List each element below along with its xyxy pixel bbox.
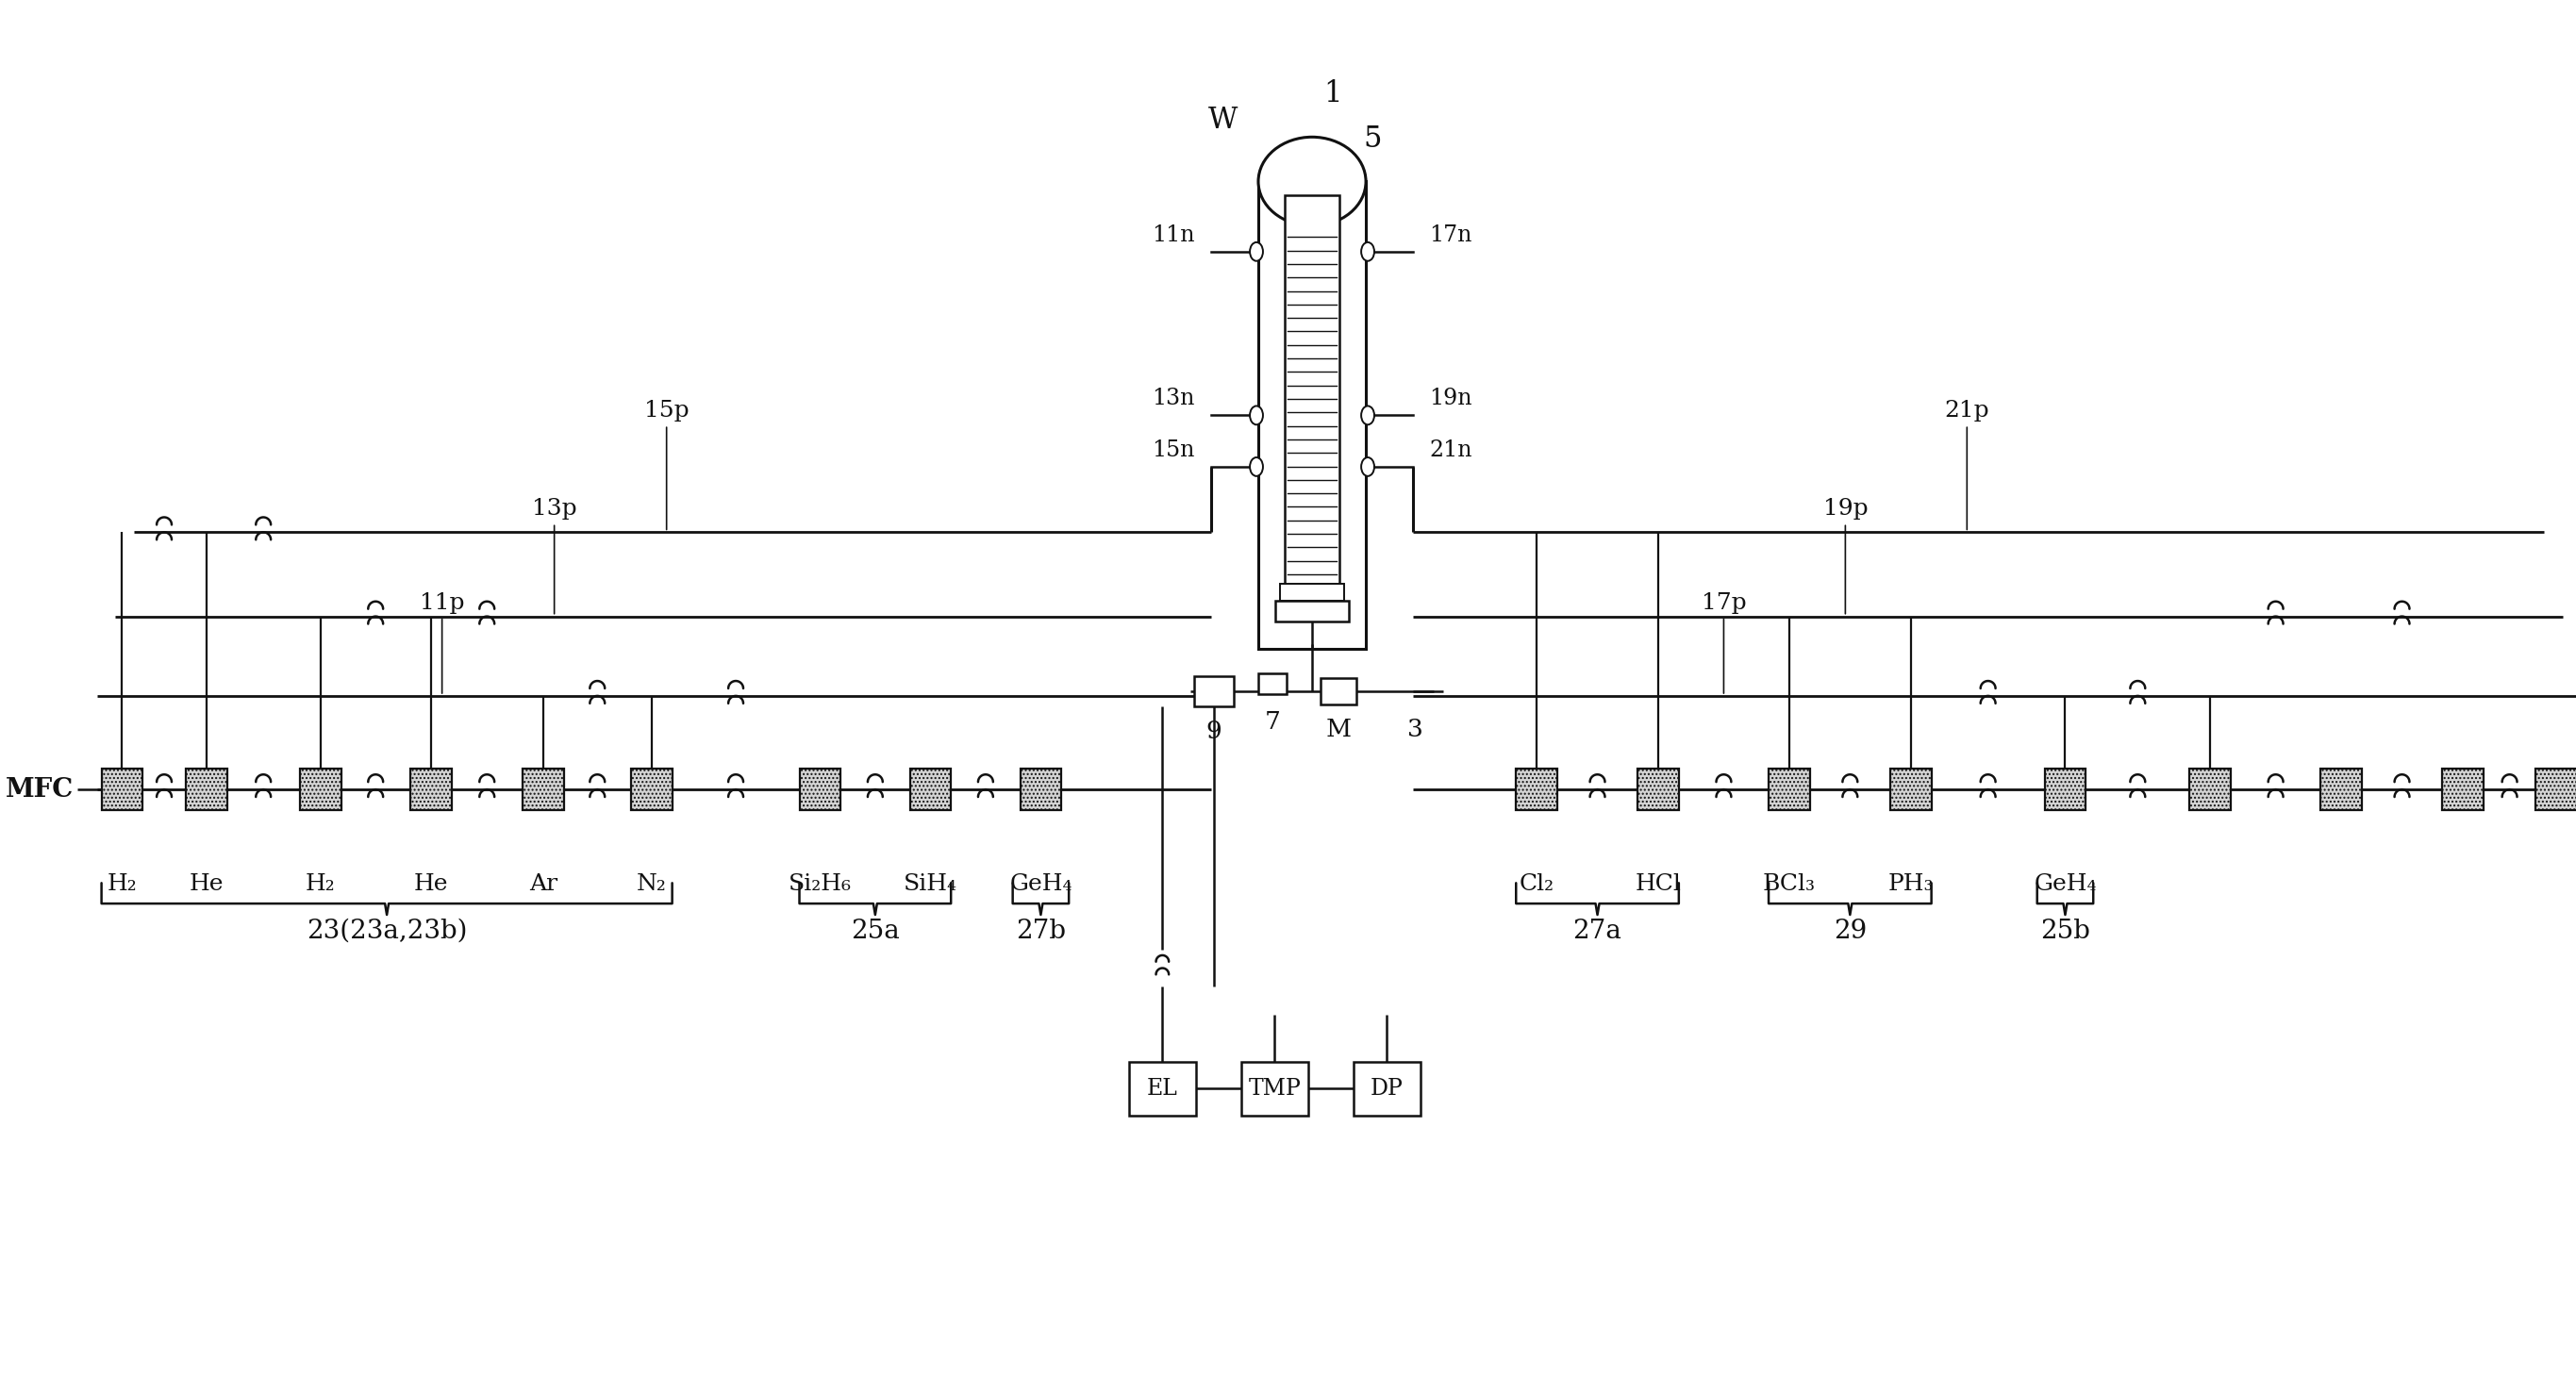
Bar (799, 769, 840, 810)
Text: MFC: MFC (5, 777, 75, 802)
Text: Ar: Ar (528, 873, 556, 895)
Text: BCl₃: BCl₃ (1762, 873, 1816, 895)
Bar (1242, 1062, 1309, 1117)
Text: HCl: HCl (1636, 873, 1682, 895)
Text: 29: 29 (1834, 919, 1868, 945)
Text: 17p: 17p (1700, 591, 1747, 613)
Bar (1195, 676, 1234, 707)
Text: 9: 9 (1206, 719, 1221, 743)
Text: 1: 1 (1324, 80, 1342, 109)
Text: 3: 3 (1406, 718, 1422, 741)
Bar (1517, 769, 1558, 810)
Bar (410, 769, 451, 810)
Bar (2535, 769, 2576, 810)
Bar (100, 769, 142, 810)
Ellipse shape (1257, 138, 1365, 226)
Ellipse shape (1360, 406, 1376, 425)
Text: 5: 5 (1363, 124, 1381, 154)
Bar (1770, 769, 1811, 810)
Bar (1280, 583, 1345, 601)
Bar (2321, 769, 2362, 810)
Text: W: W (1208, 106, 1236, 135)
Ellipse shape (1249, 458, 1262, 476)
Text: EL: EL (1146, 1078, 1177, 1100)
Bar (1260, 674, 1288, 694)
Text: 11n: 11n (1151, 224, 1195, 246)
Ellipse shape (1360, 242, 1376, 261)
Bar (631, 769, 672, 810)
Bar (1638, 769, 1680, 810)
Text: 13p: 13p (531, 498, 577, 520)
Text: 19n: 19n (1430, 388, 1473, 410)
Text: GeH₄: GeH₄ (2035, 873, 2097, 895)
Text: 27b: 27b (1015, 919, 1066, 945)
Bar (1257, 182, 1365, 649)
Text: 21n: 21n (1430, 440, 1473, 461)
Text: 19p: 19p (1824, 498, 1868, 520)
Text: 23(23a,23b): 23(23a,23b) (307, 919, 466, 945)
Bar (909, 769, 951, 810)
Bar (1128, 1062, 1195, 1117)
Bar (1275, 601, 1350, 622)
Bar (1321, 678, 1355, 704)
Text: 7: 7 (1265, 710, 1280, 733)
Bar (2045, 769, 2087, 810)
Text: TMP: TMP (1249, 1078, 1301, 1100)
Text: Cl₂: Cl₂ (1520, 873, 1553, 895)
Bar (185, 769, 227, 810)
Text: He: He (188, 873, 224, 895)
Text: PH₃: PH₃ (1888, 873, 1935, 895)
Text: 25b: 25b (2040, 919, 2089, 945)
Bar (1352, 1062, 1419, 1117)
Bar (2442, 769, 2483, 810)
Text: M: M (1327, 718, 1350, 741)
Text: N₂: N₂ (636, 873, 667, 895)
Text: 15n: 15n (1151, 440, 1195, 461)
Text: DP: DP (1370, 1078, 1404, 1100)
Bar (1020, 769, 1061, 810)
Text: 13n: 13n (1151, 388, 1195, 410)
Text: 21p: 21p (1945, 400, 1989, 422)
Text: GeH₄: GeH₄ (1010, 873, 1072, 895)
Text: H₂: H₂ (307, 873, 335, 895)
Text: 27a: 27a (1574, 919, 1623, 945)
Text: Si₂H₆: Si₂H₆ (788, 873, 853, 895)
Text: H₂: H₂ (108, 873, 137, 895)
Text: SiH₄: SiH₄ (904, 873, 958, 895)
Bar (1285, 195, 1340, 598)
Text: He: He (415, 873, 448, 895)
Bar (2190, 769, 2231, 810)
Bar (1891, 769, 1932, 810)
Ellipse shape (1249, 406, 1262, 425)
Text: 25a: 25a (850, 919, 899, 945)
Text: 11p: 11p (420, 591, 464, 613)
Text: 17n: 17n (1430, 224, 1473, 246)
Bar (299, 769, 340, 810)
Text: 15p: 15p (644, 400, 688, 422)
Ellipse shape (1249, 242, 1262, 261)
Bar (523, 769, 564, 810)
Ellipse shape (1360, 458, 1376, 476)
